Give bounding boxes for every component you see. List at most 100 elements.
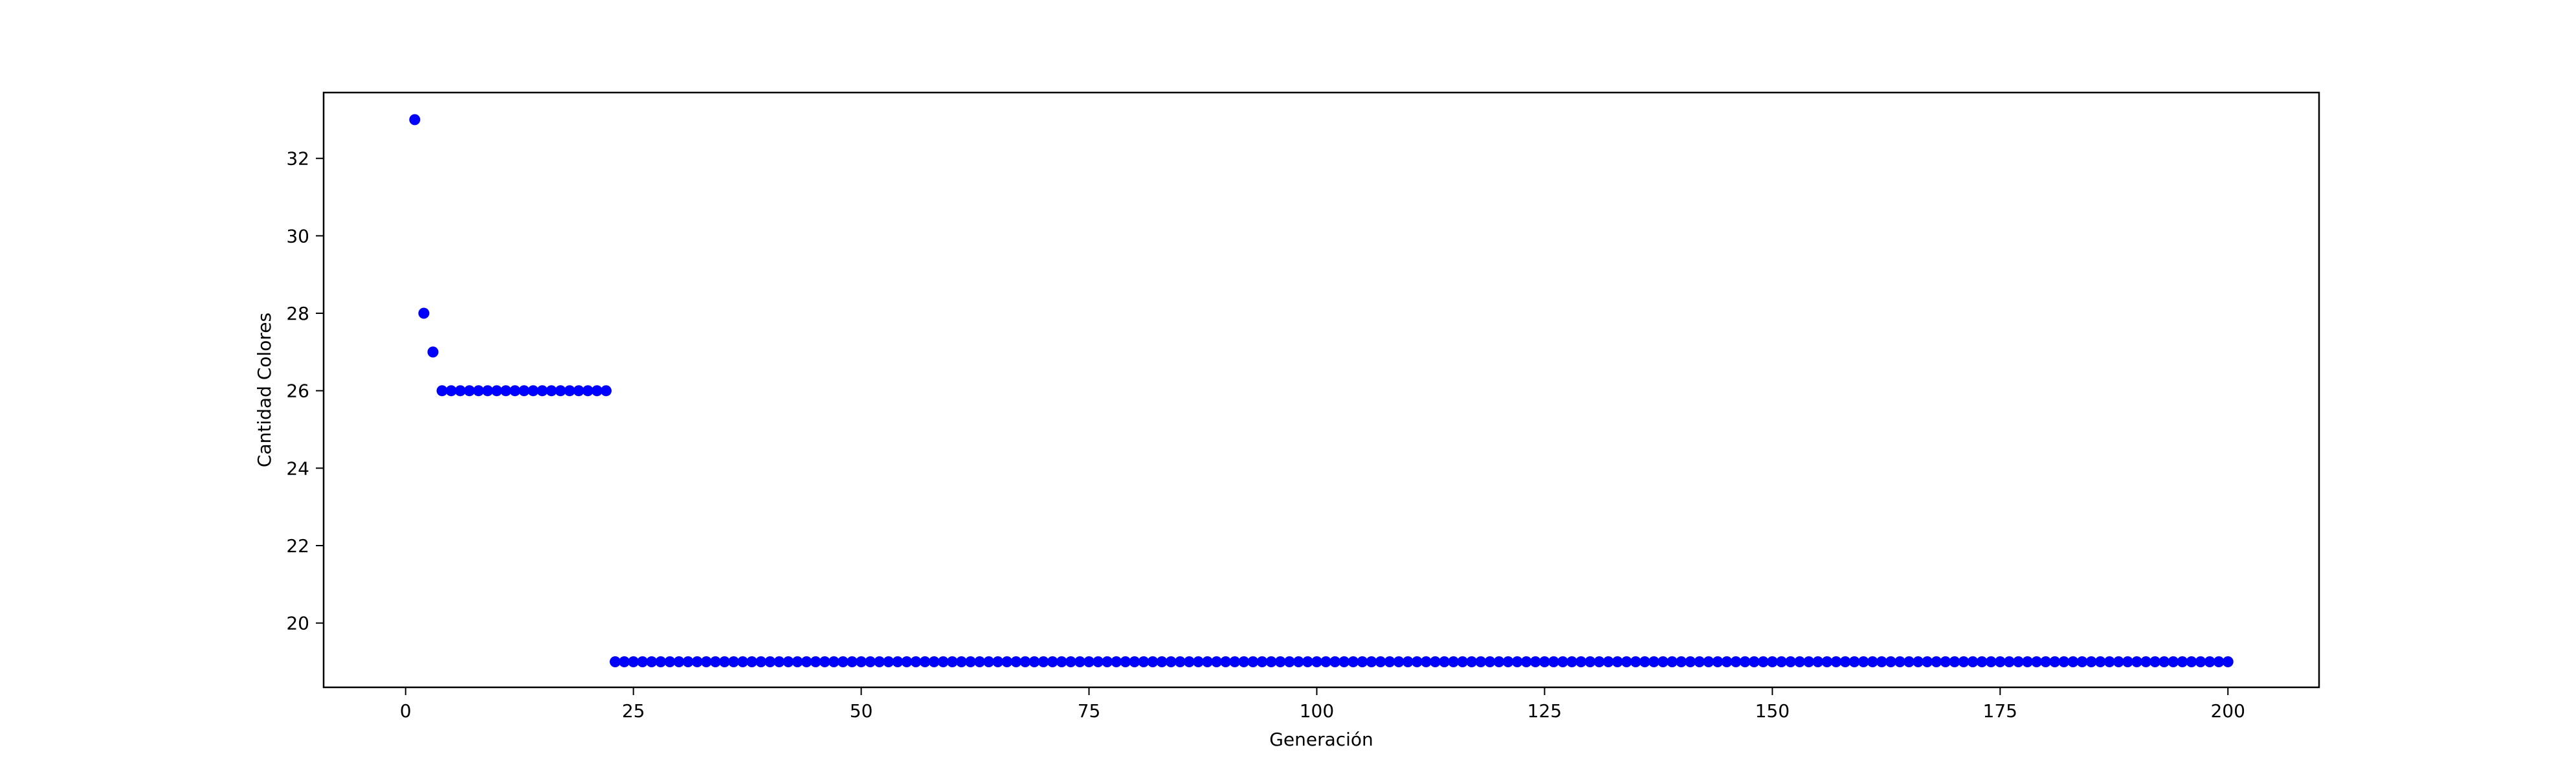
data-point-43 — [801, 656, 812, 668]
data-point-181 — [2058, 656, 2070, 668]
data-point-77 — [1111, 656, 1122, 668]
data-point-117 — [1475, 656, 1487, 668]
data-point-131 — [1603, 656, 1614, 668]
data-point-49 — [856, 656, 867, 668]
data-point-4 — [445, 385, 457, 397]
data-point-78 — [1120, 656, 1131, 668]
data-point-114 — [1448, 656, 1460, 668]
data-point-125 — [1548, 656, 1559, 668]
data-point-169 — [1949, 656, 1960, 668]
data-point-45 — [819, 656, 830, 668]
data-point-193 — [2168, 656, 2179, 668]
data-point-18 — [573, 385, 584, 397]
x-tick-label: 75 — [1078, 700, 1101, 722]
data-point-25 — [637, 656, 649, 668]
data-point-198 — [2213, 656, 2225, 668]
data-point-166 — [1922, 656, 1933, 668]
data-point-122 — [1520, 656, 1532, 668]
data-point-46 — [828, 656, 839, 668]
data-point-178 — [2031, 656, 2043, 668]
y-axis-label: Cantidad Colores — [254, 313, 275, 467]
data-point-144 — [1721, 656, 1733, 668]
data-point-54 — [901, 656, 913, 668]
data-point-109 — [1402, 656, 1414, 668]
data-point-42 — [792, 656, 803, 668]
data-point-66 — [1010, 656, 1022, 668]
data-point-53 — [892, 656, 904, 668]
data-point-63 — [983, 656, 995, 668]
data-point-153 — [1803, 656, 1815, 668]
data-point-137 — [1657, 656, 1669, 668]
data-point-55 — [910, 656, 922, 668]
data-point-132 — [1612, 656, 1623, 668]
data-point-182 — [2067, 656, 2079, 668]
data-point-126 — [1557, 656, 1569, 668]
data-point-1 — [418, 307, 430, 319]
data-point-52 — [883, 656, 894, 668]
data-point-106 — [1375, 656, 1386, 668]
data-point-141 — [1694, 656, 1705, 668]
data-point-27 — [655, 656, 667, 668]
data-point-56 — [919, 656, 931, 668]
data-point-165 — [1913, 656, 1924, 668]
data-point-58 — [937, 656, 949, 668]
data-point-107 — [1384, 656, 1395, 668]
data-point-14 — [537, 385, 548, 397]
data-point-199 — [2222, 656, 2234, 668]
data-point-69 — [1038, 656, 1049, 668]
data-point-146 — [1739, 656, 1751, 668]
data-point-23 — [619, 656, 630, 668]
data-point-96 — [1283, 656, 1295, 668]
data-point-127 — [1566, 656, 1578, 668]
data-point-171 — [1967, 656, 1979, 668]
data-point-164 — [1904, 656, 1915, 668]
data-point-143 — [1712, 656, 1724, 668]
data-point-110 — [1411, 656, 1423, 668]
data-point-130 — [1593, 656, 1605, 668]
data-point-120 — [1502, 656, 1514, 668]
data-point-163 — [1894, 656, 1905, 668]
data-point-60 — [955, 656, 967, 668]
data-point-40 — [773, 656, 785, 668]
data-point-64 — [992, 656, 1004, 668]
data-point-185 — [2094, 656, 2106, 668]
data-point-101 — [1329, 656, 1341, 668]
data-point-9 — [491, 385, 502, 397]
data-point-33 — [709, 656, 721, 668]
data-point-187 — [2113, 656, 2124, 668]
data-point-35 — [727, 656, 739, 668]
data-point-29 — [673, 656, 685, 668]
x-tick-label: 100 — [1300, 700, 1334, 722]
data-point-135 — [1639, 656, 1650, 668]
data-point-19 — [582, 385, 594, 397]
data-point-87 — [1202, 656, 1214, 668]
x-tick-label: 50 — [850, 700, 873, 722]
data-point-124 — [1538, 656, 1550, 668]
data-point-175 — [2003, 656, 2015, 668]
data-point-195 — [2186, 656, 2197, 668]
data-point-176 — [2012, 656, 2024, 668]
data-point-115 — [1457, 656, 1469, 668]
y-tick-label: 22 — [286, 535, 309, 557]
data-point-98 — [1302, 656, 1313, 668]
data-point-150 — [1775, 656, 1787, 668]
data-point-22 — [609, 656, 621, 668]
data-point-148 — [1757, 656, 1769, 668]
data-point-76 — [1102, 656, 1113, 668]
data-point-159 — [1858, 656, 1869, 668]
x-tick-label: 0 — [400, 700, 412, 722]
data-point-138 — [1666, 656, 1678, 668]
data-point-5 — [454, 385, 466, 397]
data-point-37 — [746, 656, 758, 668]
data-point-8 — [482, 385, 493, 397]
data-point-100 — [1320, 656, 1332, 668]
data-point-139 — [1676, 656, 1687, 668]
data-point-104 — [1357, 656, 1368, 668]
data-point-99 — [1311, 656, 1322, 668]
y-tick-label: 26 — [286, 381, 309, 402]
data-point-61 — [965, 656, 977, 668]
data-point-75 — [1093, 656, 1104, 668]
data-point-10 — [500, 385, 512, 397]
